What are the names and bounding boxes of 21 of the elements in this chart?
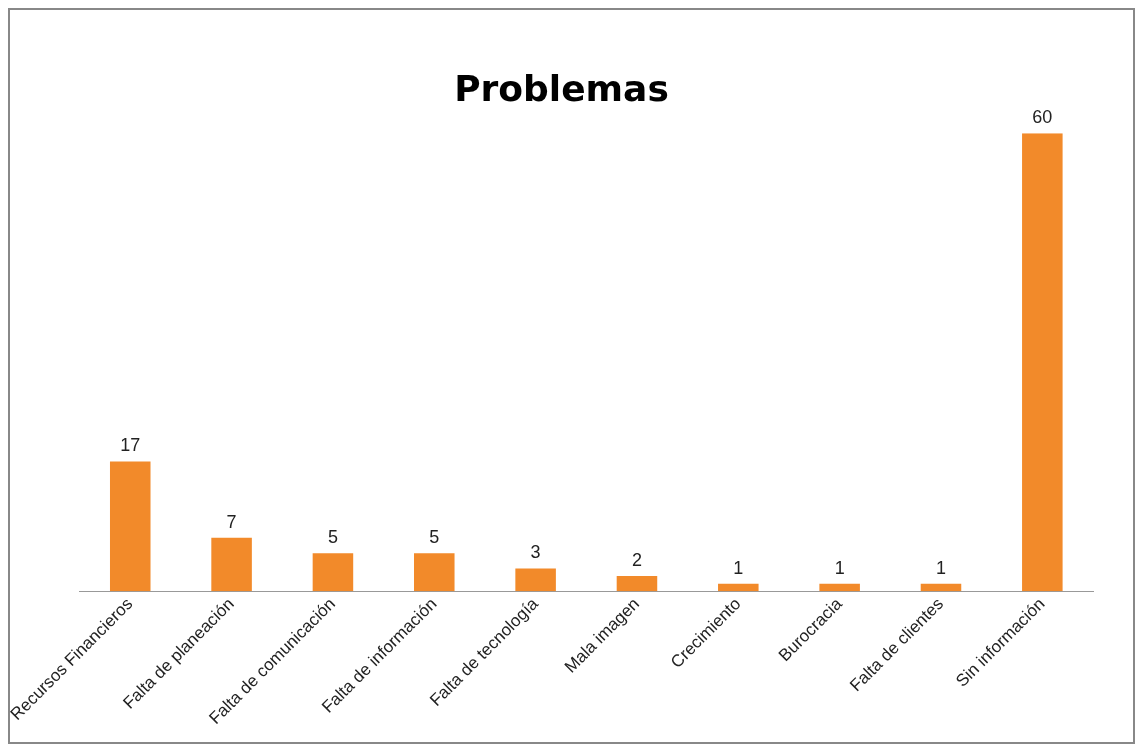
chart-title: Problemas (454, 67, 669, 109)
data-label: 3 (530, 542, 541, 563)
bar (414, 553, 455, 592)
bar (515, 568, 556, 592)
bar (718, 583, 759, 592)
data-label: 7 (226, 511, 237, 532)
data-label: 60 (1032, 107, 1053, 128)
data-label: 17 (120, 435, 141, 456)
data-label: 1 (834, 557, 845, 578)
data-label: 5 (327, 527, 338, 548)
data-label: 2 (631, 550, 642, 570)
data-label: 5 (429, 527, 440, 548)
bar (1022, 133, 1063, 592)
bar (109, 461, 151, 592)
data-label: 1 (733, 557, 744, 578)
bar (312, 553, 354, 592)
bar (616, 576, 658, 592)
bar (211, 537, 252, 592)
bar (819, 583, 860, 592)
data-label: 1 (935, 557, 946, 578)
bar (920, 583, 962, 592)
